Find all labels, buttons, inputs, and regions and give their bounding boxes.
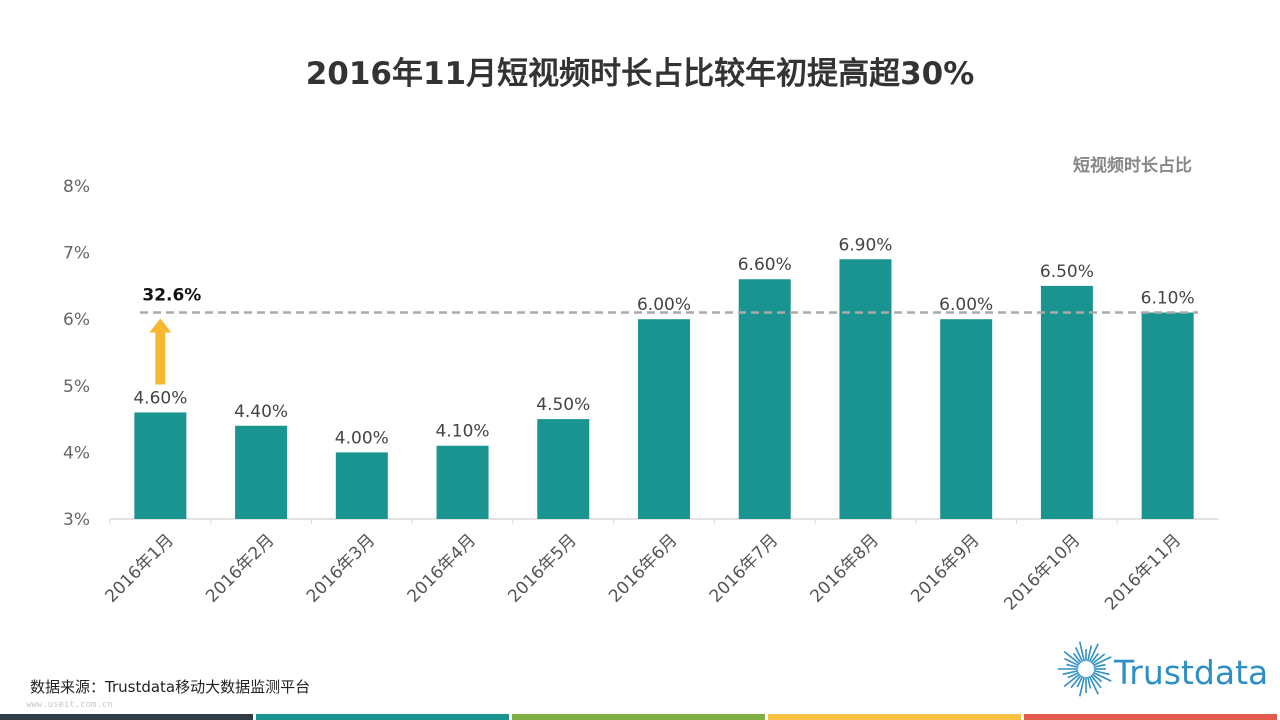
y-tick-label: 5% <box>63 377 90 397</box>
data-label: 6.50% <box>1040 262 1094 282</box>
data-label: 6.60% <box>738 255 792 275</box>
data-label: 4.40% <box>234 402 288 422</box>
y-tick-label: 3% <box>63 510 90 530</box>
sunburst-ray <box>1067 671 1080 679</box>
footer-segment <box>512 714 765 720</box>
up-arrow-icon <box>149 318 172 385</box>
x-tick-label: 2016年3月 <box>303 530 379 606</box>
y-tick-label: 4% <box>63 443 90 463</box>
sunburst-ray <box>1088 643 1099 663</box>
data-label: 4.60% <box>133 388 187 408</box>
y-axis: 3% 4% 5% 6% 7% 8% <box>63 177 1218 530</box>
sunburst-ray <box>1087 645 1093 662</box>
x-axis: 2016年1月 2016年2月 2016年3月 2016年4月 2016年5月 2016年… <box>101 519 1185 614</box>
bars <box>134 259 1194 519</box>
sunburst-ray <box>1092 671 1112 682</box>
sunburst-ray <box>1062 670 1079 676</box>
footer-segment <box>1024 714 1277 720</box>
bar <box>839 259 892 519</box>
footer-color-bar <box>0 714 1280 720</box>
x-tick-label: 2016年10月 <box>1000 530 1084 614</box>
bar <box>235 425 288 519</box>
sunburst-ray <box>1072 652 1082 664</box>
footer-segment <box>0 714 253 720</box>
x-tick-label: 2016年8月 <box>807 530 883 606</box>
sunburst-ray <box>1090 674 1102 689</box>
data-label: 4.10% <box>436 422 490 442</box>
y-tick-label: 6% <box>63 310 90 330</box>
data-source-note: 数据来源：Trustdata移动大数据监测平台 <box>30 678 311 696</box>
x-tick-label: 2016年1月 <box>101 530 177 606</box>
sunburst-ray <box>1078 676 1085 697</box>
sunburst-ray <box>1070 674 1082 689</box>
x-tick-label: 2016年9月 <box>907 530 983 606</box>
sunburst-ray <box>1090 652 1100 664</box>
bar <box>1040 285 1093 519</box>
bar <box>335 452 388 519</box>
logo-text: Trustdata <box>1114 653 1269 692</box>
sunburst-ray <box>1088 675 1099 695</box>
data-label: 6.90% <box>838 235 892 255</box>
sunburst-ray <box>1063 650 1081 665</box>
x-tick-label: 2016年4月 <box>404 530 480 606</box>
y-tick-label: 7% <box>63 244 90 264</box>
y-tick-label: 8% <box>63 177 90 197</box>
bar <box>638 319 690 519</box>
data-label: 4.50% <box>536 395 590 415</box>
sunburst-ray <box>1093 670 1110 676</box>
watermark: www.useit.com.cn <box>26 700 113 710</box>
sunburst-ray <box>1066 663 1079 668</box>
x-tick-label: 2016年7月 <box>706 530 782 606</box>
bar <box>940 319 993 519</box>
legend-label: 短视频时长占比 <box>1073 156 1192 176</box>
x-tick-label: 2016年5月 <box>504 530 580 606</box>
sunburst-ray <box>1076 675 1084 688</box>
sunburst-ray <box>1093 663 1106 668</box>
bar <box>436 445 489 519</box>
sunburst-ray <box>1074 647 1084 663</box>
sunburst-ray <box>1091 653 1106 665</box>
sunburst-ray <box>1092 656 1112 667</box>
sunburst-ray <box>1063 673 1081 688</box>
data-label: 6.00% <box>939 295 993 315</box>
bar <box>738 279 791 519</box>
chart-title: 2016年11月短视频时长占比较年初提高超30% <box>305 56 975 92</box>
bar <box>134 412 187 519</box>
bar <box>537 419 590 519</box>
x-tick-label: 2016年2月 <box>202 530 278 606</box>
data-label: 6.00% <box>637 295 691 315</box>
growth-annotation: 32.6% <box>142 286 201 306</box>
annotation: 32.6% <box>140 286 1198 385</box>
data-label: 4.00% <box>335 428 389 448</box>
data-label: 6.10% <box>1141 289 1195 309</box>
x-tick-label: 2016年6月 <box>605 530 681 606</box>
sunburst-ray <box>1087 676 1092 689</box>
x-tick-label: 2016年11月 <box>1101 530 1185 614</box>
data-labels: 4.60% 4.40% 4.00% 4.10% 4.50% 6.00% 6.60% 6.90%… <box>133 235 1194 448</box>
sunburst-icon <box>1058 641 1112 697</box>
sunburst-ray <box>1091 673 1103 683</box>
sunburst-ray <box>1078 641 1085 662</box>
sunburst-ray <box>1064 657 1080 667</box>
bar <box>1141 312 1194 519</box>
trustdata-logo: Trustdata <box>1058 633 1268 703</box>
footer-segment <box>256 714 509 720</box>
footer-segment <box>768 714 1021 720</box>
